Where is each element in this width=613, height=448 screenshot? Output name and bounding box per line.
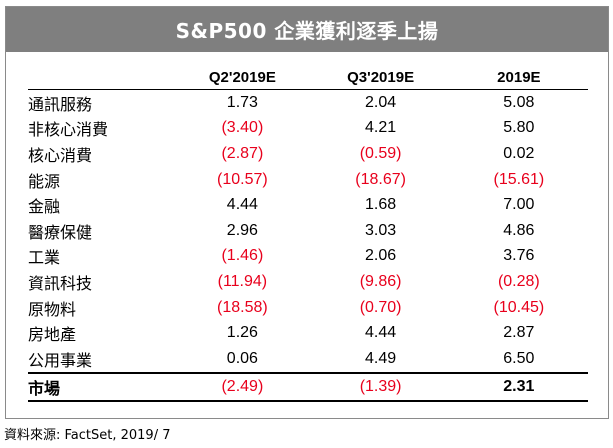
table-row: 非核心消費 (3.40) 4.21 5.80	[28, 116, 588, 142]
category-cell: 醫療保健	[28, 222, 93, 242]
value-cell: 6.50	[503, 349, 535, 367]
table-title: S&P500 企業獲利逐季上揚	[6, 7, 608, 52]
header-row: Q2'2019E Q3'2019E 2019E	[28, 65, 588, 90]
value-cell: 5.80	[503, 119, 535, 137]
header-category	[28, 65, 173, 90]
value-cell: 3.76	[503, 247, 535, 265]
value-cell: (0.59)	[359, 144, 402, 162]
table-row: 公用事業 0.06 4.49 6.50	[28, 346, 588, 373]
value-cell: (18.58)	[217, 298, 268, 316]
table-body: 通訊服務 1.73 2.04 5.08 非核心消費 (3.40) 4.21 5.80 核心消費 (…	[28, 90, 588, 401]
value-cell: (2.49)	[221, 377, 264, 395]
table-row: 房地產 1.26 4.44 2.87	[28, 320, 588, 346]
value-cell: 4.86	[503, 221, 535, 239]
value-cell: (0.70)	[359, 298, 402, 316]
category-cell: 金融	[28, 197, 61, 217]
value-cell: 1.73	[226, 93, 258, 111]
value-cell: 0.06	[226, 349, 258, 367]
table-row: 金融 4.44 1.68 7.00	[28, 192, 588, 218]
table-row: 核心消費 (2.87) (0.59) 0.02	[28, 141, 588, 167]
value-cell: (2.87)	[221, 144, 264, 162]
value-cell: 5.08	[503, 93, 535, 111]
value-cell: 3.03	[365, 221, 397, 239]
category-cell: 工業	[28, 248, 61, 268]
value-cell: 4.44	[365, 324, 397, 342]
table-row: 能源 (10.57) (18.67) (15.61)	[28, 167, 588, 193]
value-cell: 0.02	[503, 144, 535, 162]
source-note: 資料來源: FactSet, 2019/ 7	[4, 428, 171, 443]
value-cell: (0.28)	[497, 272, 540, 290]
earnings-table: Q2'2019E Q3'2019E 2019E 通訊服務 1.73 2.04 5.08…	[28, 65, 588, 402]
header-q3: Q3'2019E	[347, 68, 415, 86]
category-cell: 原物料	[28, 299, 77, 319]
total-category-cell: 市場	[28, 378, 61, 398]
table-row: 資訊科技 (11.94) (9.86) (0.28)	[28, 269, 588, 295]
total-row: 市場 (2.49) (1.39) 2.31	[28, 372, 588, 401]
table-frame: S&P500 企業獲利逐季上揚 Q2'2019E Q3'2019E 2019E …	[5, 6, 609, 419]
category-cell: 資訊科技	[28, 273, 93, 293]
value-cell: (15.61)	[493, 170, 545, 188]
value-cell: (10.45)	[493, 298, 545, 316]
value-cell: (18.67)	[355, 170, 406, 188]
category-cell: 房地產	[28, 325, 77, 345]
value-cell: (10.57)	[217, 170, 268, 188]
value-cell: (11.94)	[217, 272, 268, 290]
table-row: 通訊服務 1.73 2.04 5.08	[28, 90, 588, 116]
value-cell: 4.49	[365, 349, 397, 367]
value-cell: 1.26	[226, 324, 258, 342]
value-cell: 2.06	[365, 247, 397, 265]
value-cell: (1.39)	[359, 377, 402, 395]
category-cell: 非核心消費	[28, 120, 109, 140]
value-cell: (1.46)	[221, 247, 264, 265]
header-2019: 2019E	[497, 68, 541, 86]
value-cell: 2.31	[503, 377, 535, 395]
table-row: 工業 (1.46) 2.06 3.76	[28, 244, 588, 270]
value-cell: 2.04	[365, 93, 397, 111]
value-cell: 7.00	[503, 196, 535, 214]
value-cell: 4.21	[365, 119, 397, 137]
value-cell: 2.87	[503, 324, 535, 342]
table-row: 原物料 (18.58) (0.70) (10.45)	[28, 295, 588, 321]
header-q2: Q2'2019E	[208, 68, 276, 86]
table-row: 醫療保健 2.96 3.03 4.86	[28, 218, 588, 244]
category-cell: 公用事業	[28, 350, 93, 370]
value-cell: (9.86)	[359, 272, 402, 290]
category-cell: 能源	[28, 171, 61, 191]
value-cell: 4.44	[226, 196, 258, 214]
value-cell: 1.68	[365, 196, 397, 214]
category-cell: 通訊服務	[28, 94, 93, 114]
value-cell: 2.96	[226, 221, 258, 239]
value-cell: (3.40)	[221, 119, 264, 137]
category-cell: 核心消費	[28, 145, 93, 165]
